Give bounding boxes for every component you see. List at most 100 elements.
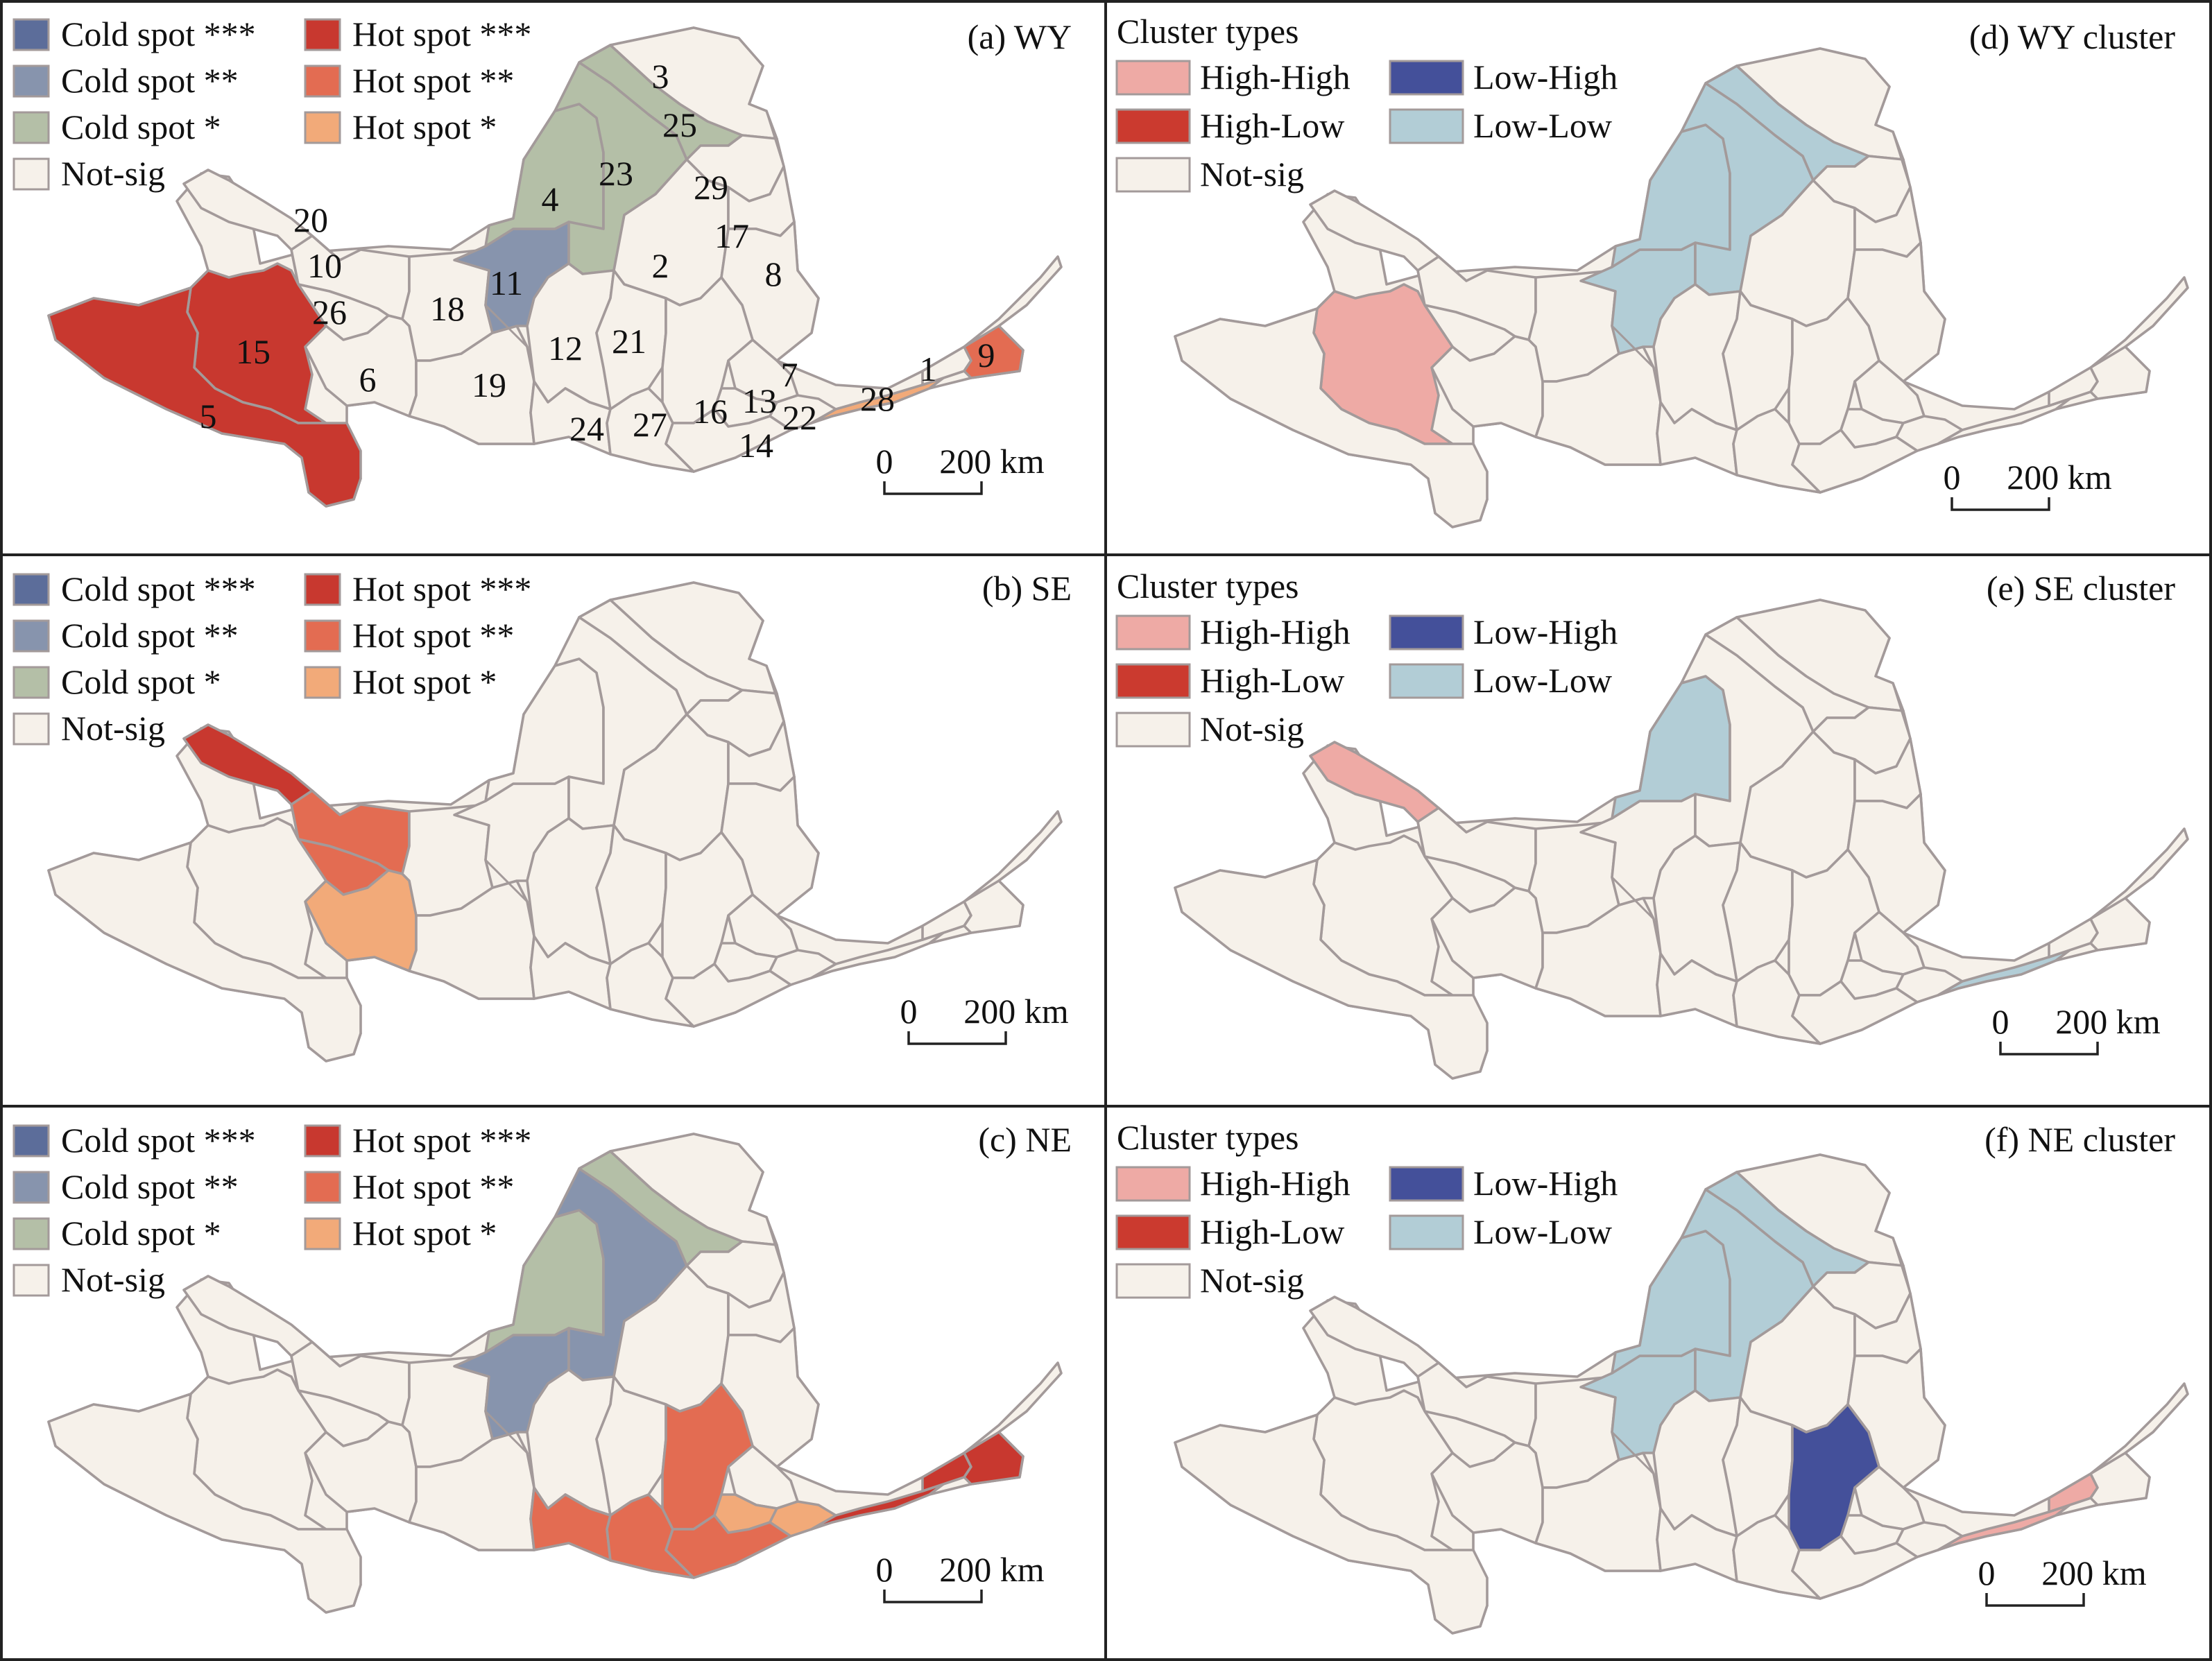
- panel-c-scale-bar: 0 200 km: [876, 1550, 1045, 1603]
- region-label-2: 2: [652, 246, 669, 285]
- region-label-20: 20: [293, 200, 328, 239]
- region-5: [47, 286, 362, 508]
- region-14: [665, 1514, 792, 1579]
- legend-label-not_sig: Not-sig: [61, 709, 165, 748]
- region-24: [529, 380, 612, 456]
- legend-swatch-hot2: [304, 1171, 341, 1204]
- region-9: [2089, 897, 2151, 952]
- cluster-label-high_high: High-High: [1200, 1164, 1351, 1203]
- panel-f: (f) NE cluster Cluster types High-High High…: [1115, 1118, 2189, 1635]
- basin-boundary-line: [1874, 86, 1912, 188]
- scale-zero: 0: [1944, 458, 1961, 497]
- panel-d-scale-bar: 0 200 km: [1944, 458, 2112, 511]
- region-label-12: 12: [548, 329, 583, 368]
- region-24: [1656, 401, 1738, 476]
- legend-swatch-cold1: [12, 111, 50, 144]
- cluster-swatch-high_low: [1115, 663, 1191, 699]
- region-label-22: 22: [782, 398, 817, 437]
- basin-boundary-line: [1874, 1192, 1912, 1294]
- region-label-21: 21: [612, 322, 646, 361]
- cluster-swatch-high_high: [1115, 1166, 1191, 1202]
- legend-label-hot1: Hot spot *: [352, 107, 497, 146]
- panel-e-map: [1174, 599, 2189, 1080]
- region-label-27: 27: [633, 405, 667, 444]
- legend-label-cold3: Cold spot ***: [61, 1121, 256, 1160]
- region-9: [2089, 1452, 2151, 1506]
- cluster-swatch-low_high: [1389, 1166, 1464, 1202]
- legend-swatch-not_sig: [12, 1264, 50, 1297]
- region-label-17: 17: [714, 216, 749, 255]
- basin-boundary-line: [1846, 249, 1856, 299]
- legend-label-hot2: Hot spot **: [352, 616, 514, 655]
- region-label-11: 11: [490, 264, 523, 302]
- cluster-label-high_low: High-Low: [1200, 1212, 1344, 1251]
- panel-b-map: [47, 581, 1063, 1062]
- region-24: [529, 935, 612, 1010]
- region-24: [1656, 952, 1738, 1028]
- region-label-6: 6: [359, 360, 377, 399]
- basin-boundary-line: [1611, 876, 1655, 920]
- cluster-swatch-low_high: [1389, 60, 1464, 96]
- cluster-swatch-low_low: [1389, 108, 1464, 144]
- legend-swatch-hot3: [304, 573, 341, 606]
- scale-distance: 200 km: [2041, 1554, 2147, 1592]
- cluster-swatch-low_low: [1389, 663, 1464, 699]
- legend-label-cold3: Cold spot ***: [61, 569, 256, 608]
- cluster-swatch-not_sig: [1115, 712, 1191, 748]
- cluster-swatch-high_low: [1115, 108, 1191, 144]
- legend-swatch-cold2: [12, 64, 50, 98]
- cluster-label-not_sig: Not-sig: [1200, 155, 1304, 193]
- panel-e-scale-bar: 0 200 km: [1992, 1002, 2161, 1056]
- cluster-label-high_low: High-Low: [1200, 661, 1344, 700]
- basin-boundary-line: [748, 65, 785, 167]
- cluster-label-low_low: Low-Low: [1473, 106, 1612, 145]
- region-24: [529, 1486, 612, 1562]
- basin-boundary-line: [484, 1410, 529, 1454]
- scale-zero: 0: [1978, 1554, 1996, 1592]
- region-14: [1791, 429, 1919, 494]
- panel-e-title: (e) SE cluster: [1987, 569, 2175, 608]
- region-label-3: 3: [652, 57, 669, 96]
- cluster-label-high_low: High-Low: [1200, 106, 1344, 145]
- region-label-29: 29: [694, 168, 728, 207]
- panel-b: (b) SE Cold spot *** Cold spot ** Cold spot…: [12, 569, 1072, 1062]
- region-label-9: 9: [978, 336, 995, 375]
- basin-boundary-line: [1846, 800, 1856, 850]
- scale-zero: 0: [876, 1550, 893, 1589]
- region-label-26: 26: [312, 293, 347, 332]
- legend-label-not_sig: Not-sig: [61, 1260, 165, 1299]
- basin-boundary-line: [484, 859, 529, 903]
- region-22: [1895, 966, 1964, 1004]
- region-label-13: 13: [742, 381, 777, 420]
- region-9: [963, 879, 1024, 934]
- region-5: [47, 1393, 362, 1614]
- legend-label-cold2: Cold spot **: [61, 1167, 239, 1206]
- region-14: [665, 963, 792, 1028]
- cluster-legend-title: Cluster types: [1117, 1118, 1298, 1157]
- legend-label-not_sig: Not-sig: [61, 154, 165, 193]
- basin-boundary-line: [748, 620, 785, 722]
- legend-swatch-cold2: [12, 1171, 50, 1204]
- legend-swatch-hot1: [304, 111, 341, 144]
- legend-label-cold1: Cold spot *: [61, 1214, 221, 1253]
- region-9: [963, 325, 1024, 379]
- cluster-legend-title: Cluster types: [1117, 567, 1298, 605]
- legend-label-hot3: Hot spot ***: [352, 15, 531, 53]
- cluster-label-low_high: Low-High: [1473, 612, 1618, 651]
- cluster-label-not_sig: Not-sig: [1200, 1261, 1304, 1300]
- scale-distance: 200 km: [939, 442, 1045, 481]
- basin-boundary-line: [1874, 637, 1912, 739]
- legend-label-cold2: Cold spot **: [61, 61, 239, 100]
- panel-a-scale-bar: 0 200 km: [876, 442, 1045, 495]
- legend-swatch-not_sig: [12, 157, 50, 191]
- scale-zero: 0: [900, 992, 918, 1031]
- cluster-swatch-low_high: [1389, 614, 1464, 651]
- region-9: [963, 1431, 1024, 1486]
- legend-swatch-cold2: [12, 619, 50, 653]
- cluster-swatch-not_sig: [1115, 1263, 1191, 1299]
- region-14: [665, 408, 792, 473]
- cluster-swatch-low_low: [1389, 1214, 1464, 1250]
- region-22: [769, 1500, 837, 1538]
